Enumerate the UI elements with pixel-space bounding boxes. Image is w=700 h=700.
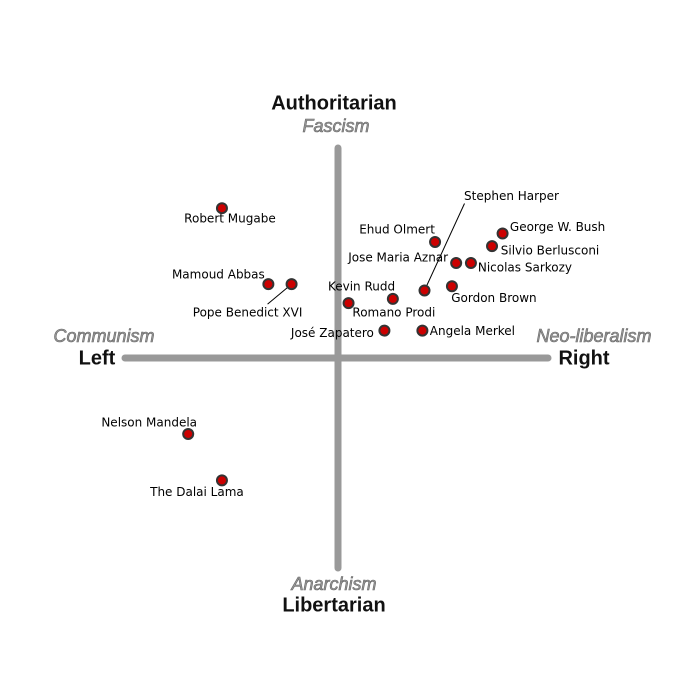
point [486,240,499,253]
point [262,278,275,291]
point [182,427,195,440]
point-label: Romano Prodi [352,305,435,319]
point [342,297,355,310]
axis-sublabel: Anarchism [290,574,376,594]
axis-sublabel: Neo-liberalism [536,326,651,346]
point [215,474,228,487]
point [378,324,391,337]
point [418,284,431,297]
point [416,324,429,337]
point [450,257,463,270]
point-label: Angela Merkel [430,324,515,338]
point-label: Ehud Olmert [359,222,435,236]
point-label: Stephen Harper [464,189,559,203]
point-label: Jose Maria Aznar [347,251,448,265]
point-label: George W. Bush [510,220,605,234]
point-label: Pope Benedict XVI [193,306,303,320]
point [429,235,442,248]
point [386,292,399,305]
axis-label: Left [79,347,116,369]
point-label: Mamoud Abbas [172,268,265,282]
point [464,257,477,270]
point-label: Nicolas Sarkozy [478,261,572,275]
point [285,278,298,291]
axis-sublabel: Fascism [303,116,370,136]
leader-line [424,203,465,291]
point [496,227,509,240]
point [215,202,228,215]
axis-label: Libertarian [282,594,385,616]
point-label: Robert Mugabe [184,212,276,226]
point-label: Gordon Brown [451,291,536,305]
point-label: Nelson Mandela [101,415,197,429]
point-label: Silvio Berlusconi [501,244,600,258]
point-label: Kevin Rudd [328,280,395,294]
point-label: José Zapatero [290,326,374,340]
point-label: The Dalai Lama [149,485,244,499]
axis-label: Right [558,347,609,369]
axis-sublabel: Communism [53,326,154,346]
axis-label: Authoritarian [271,92,397,114]
point [445,280,458,293]
